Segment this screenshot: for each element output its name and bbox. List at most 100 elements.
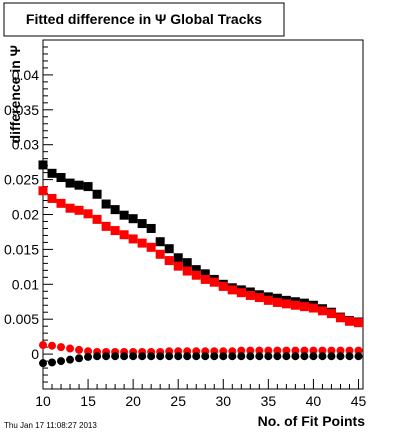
data-point (174, 352, 183, 361)
timestamp-label: Thu Jan 17 11:08:27 2013 (4, 421, 97, 430)
data-point (65, 203, 75, 213)
data-point (119, 210, 129, 220)
data-point (164, 256, 174, 266)
data-point (272, 297, 282, 307)
y-tick-label: 0.02 (12, 207, 39, 223)
data-point (273, 352, 282, 361)
x-tick-label: 45 (351, 393, 367, 409)
data-point (38, 160, 48, 170)
data-point (92, 214, 102, 224)
x-axis-label: No. of Fit Points (258, 413, 366, 429)
y-tick-label: 0 (31, 346, 39, 362)
data-point (327, 346, 336, 355)
data-point (57, 357, 66, 366)
data-point (309, 346, 318, 355)
data-point (155, 249, 165, 259)
data-point (83, 209, 93, 219)
data-point (39, 359, 47, 368)
data-point (317, 306, 327, 316)
data-point (255, 346, 264, 355)
data-point (191, 265, 201, 275)
data-point (236, 288, 246, 298)
data-point (74, 205, 84, 215)
y-tick-label: 0.01 (12, 276, 39, 292)
data-point (75, 354, 84, 363)
data-point (75, 345, 84, 354)
x-tick-label: 30 (215, 393, 231, 409)
data-point (101, 221, 111, 231)
data-point (282, 346, 291, 355)
data-point (165, 352, 174, 361)
data-point (326, 309, 336, 319)
y-axis: 0 0.005 0.01 0.015 0.02 0.025 0.03 0.035 0.04 (4, 39, 53, 390)
data-point (173, 261, 183, 271)
x-tick-label: 15 (80, 393, 96, 409)
data-point (93, 352, 102, 361)
y-axis-label: difference in Ψ (7, 45, 23, 143)
data-point (191, 270, 201, 280)
data-point (290, 300, 300, 310)
data-point (137, 219, 147, 229)
data-point (336, 352, 345, 361)
data-point (120, 352, 129, 361)
data-point (182, 266, 192, 276)
series-0 (38, 160, 363, 327)
data-point (137, 238, 147, 248)
data-point (281, 299, 291, 309)
x-tick-label: 40 (306, 393, 322, 409)
data-point (74, 180, 84, 190)
data-point (291, 352, 300, 361)
data-point (246, 352, 255, 361)
data-point (128, 214, 138, 224)
data-point (353, 318, 363, 328)
data-point (129, 352, 138, 361)
data-point (110, 205, 120, 215)
title-box: Fitted difference in Ψ Global Tracks (3, 2, 285, 37)
data-point (56, 173, 66, 183)
data-point (111, 352, 120, 361)
data-point (200, 274, 210, 284)
data-point (65, 178, 75, 188)
data-point (92, 189, 102, 199)
data-point (209, 277, 219, 287)
data-point (327, 352, 336, 361)
data-point (345, 346, 354, 355)
data-point (147, 352, 156, 361)
data-point (83, 182, 93, 192)
data-point (101, 199, 111, 209)
data-point (345, 352, 354, 361)
data-point (66, 344, 75, 353)
data-point (291, 346, 300, 355)
x-tick-label: 35 (261, 393, 277, 409)
data-point (155, 237, 165, 247)
data-point (201, 352, 210, 361)
title-frame (3, 2, 285, 37)
data-point (48, 341, 57, 350)
data-point (282, 352, 291, 361)
y-tick-label: 0.015 (4, 241, 39, 257)
data-point (354, 352, 363, 361)
data-point (128, 234, 138, 244)
data-point (66, 355, 75, 364)
y-tick-label: 0.025 (4, 172, 39, 188)
data-point (173, 253, 183, 263)
data-point (200, 269, 210, 279)
data-point (38, 186, 48, 196)
data-point (39, 341, 47, 350)
data-point (119, 230, 129, 240)
data-point (56, 198, 66, 208)
data-point (227, 285, 237, 295)
data-point (237, 346, 246, 355)
data-point (237, 352, 246, 361)
data-point (84, 347, 93, 356)
data-point (318, 346, 327, 355)
data-point (192, 352, 201, 361)
x-tick-label: 10 (35, 393, 51, 409)
data-point (335, 313, 345, 323)
data-point (146, 223, 156, 233)
chart-title: Fitted difference in Ψ Global Tracks (26, 11, 262, 27)
data-point (354, 346, 363, 355)
data-point (264, 346, 273, 355)
y-tick-label: 0.005 (4, 311, 39, 327)
